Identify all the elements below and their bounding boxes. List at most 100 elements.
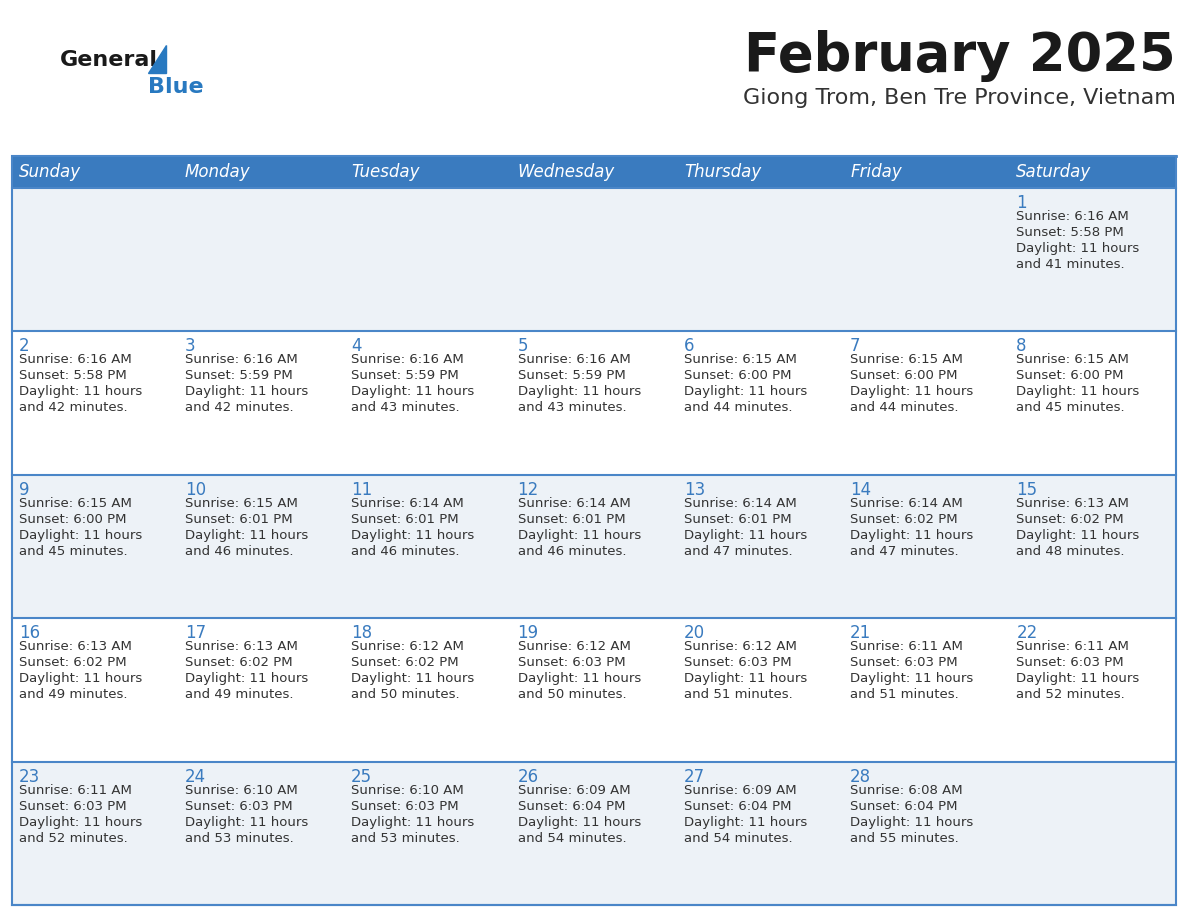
Text: 4: 4 — [352, 338, 361, 355]
Text: 19: 19 — [518, 624, 538, 643]
Text: 16: 16 — [19, 624, 39, 643]
Text: Sunset: 6:00 PM: Sunset: 6:00 PM — [19, 513, 126, 526]
Text: Sunrise: 6:13 AM: Sunrise: 6:13 AM — [1017, 497, 1130, 509]
Text: Sunrise: 6:15 AM: Sunrise: 6:15 AM — [684, 353, 797, 366]
Text: Daylight: 11 hours: Daylight: 11 hours — [851, 672, 973, 685]
Text: Sunset: 6:00 PM: Sunset: 6:00 PM — [851, 369, 958, 383]
Text: Tuesday: Tuesday — [352, 163, 419, 181]
Text: and 54 minutes.: and 54 minutes. — [684, 832, 792, 845]
Text: Sunrise: 6:15 AM: Sunrise: 6:15 AM — [851, 353, 963, 366]
Text: Daylight: 11 hours: Daylight: 11 hours — [518, 672, 640, 685]
Text: and 49 minutes.: and 49 minutes. — [19, 688, 127, 701]
Text: Sunset: 6:00 PM: Sunset: 6:00 PM — [684, 369, 791, 383]
Text: 8: 8 — [1017, 338, 1026, 355]
Text: and 45 minutes.: and 45 minutes. — [19, 544, 127, 558]
Text: Sunset: 5:59 PM: Sunset: 5:59 PM — [185, 369, 292, 383]
Text: Daylight: 11 hours: Daylight: 11 hours — [851, 815, 973, 829]
Text: Sunset: 6:03 PM: Sunset: 6:03 PM — [352, 800, 459, 812]
Text: Sunset: 6:01 PM: Sunset: 6:01 PM — [185, 513, 292, 526]
Text: Sunrise: 6:11 AM: Sunrise: 6:11 AM — [851, 640, 963, 654]
Text: and 53 minutes.: and 53 minutes. — [352, 832, 460, 845]
Text: Sunset: 6:02 PM: Sunset: 6:02 PM — [19, 656, 126, 669]
Text: Sunset: 6:04 PM: Sunset: 6:04 PM — [518, 800, 625, 812]
Text: Sunrise: 6:14 AM: Sunrise: 6:14 AM — [851, 497, 962, 509]
Text: Sunrise: 6:12 AM: Sunrise: 6:12 AM — [352, 640, 465, 654]
Text: Sunrise: 6:14 AM: Sunrise: 6:14 AM — [518, 497, 631, 509]
Text: and 55 minutes.: and 55 minutes. — [851, 832, 959, 845]
Text: Sunset: 6:04 PM: Sunset: 6:04 PM — [851, 800, 958, 812]
Text: 27: 27 — [684, 767, 704, 786]
Text: Sunrise: 6:12 AM: Sunrise: 6:12 AM — [518, 640, 631, 654]
Text: General: General — [61, 50, 158, 70]
Text: Sunset: 6:03 PM: Sunset: 6:03 PM — [684, 656, 791, 669]
Text: 3: 3 — [185, 338, 196, 355]
Text: and 42 minutes.: and 42 minutes. — [19, 401, 127, 414]
Text: and 46 minutes.: and 46 minutes. — [352, 544, 460, 558]
Text: Daylight: 11 hours: Daylight: 11 hours — [352, 529, 474, 542]
Text: Sunrise: 6:14 AM: Sunrise: 6:14 AM — [684, 497, 796, 509]
Text: 10: 10 — [185, 481, 206, 498]
Text: Daylight: 11 hours: Daylight: 11 hours — [19, 386, 141, 398]
Text: Daylight: 11 hours: Daylight: 11 hours — [19, 529, 141, 542]
Text: Sunset: 5:58 PM: Sunset: 5:58 PM — [1017, 226, 1124, 239]
Text: Daylight: 11 hours: Daylight: 11 hours — [185, 672, 308, 685]
Text: Sunrise: 6:13 AM: Sunrise: 6:13 AM — [185, 640, 298, 654]
Text: Sunrise: 6:08 AM: Sunrise: 6:08 AM — [851, 784, 962, 797]
Text: and 52 minutes.: and 52 minutes. — [19, 832, 127, 845]
Text: and 46 minutes.: and 46 minutes. — [518, 544, 626, 558]
Text: Sunset: 6:03 PM: Sunset: 6:03 PM — [1017, 656, 1124, 669]
Text: Thursday: Thursday — [684, 163, 762, 181]
Text: Sunrise: 6:10 AM: Sunrise: 6:10 AM — [185, 784, 298, 797]
Text: Sunrise: 6:15 AM: Sunrise: 6:15 AM — [19, 497, 132, 509]
Text: and 44 minutes.: and 44 minutes. — [851, 401, 959, 414]
Text: Daylight: 11 hours: Daylight: 11 hours — [185, 386, 308, 398]
Text: Sunday: Sunday — [19, 163, 81, 181]
Bar — [12, 475, 1176, 618]
Text: and 43 minutes.: and 43 minutes. — [518, 401, 626, 414]
Text: Sunrise: 6:14 AM: Sunrise: 6:14 AM — [352, 497, 465, 509]
Text: Sunrise: 6:16 AM: Sunrise: 6:16 AM — [185, 353, 298, 366]
Bar — [12, 156, 1176, 905]
Text: 14: 14 — [851, 481, 871, 498]
Text: Sunset: 6:01 PM: Sunset: 6:01 PM — [518, 513, 625, 526]
Text: Daylight: 11 hours: Daylight: 11 hours — [352, 672, 474, 685]
Text: Sunrise: 6:16 AM: Sunrise: 6:16 AM — [1017, 210, 1129, 223]
Text: Sunset: 6:02 PM: Sunset: 6:02 PM — [352, 656, 459, 669]
Text: Giong Trom, Ben Tre Province, Vietnam: Giong Trom, Ben Tre Province, Vietnam — [744, 88, 1176, 108]
Text: 7: 7 — [851, 338, 860, 355]
Text: 6: 6 — [684, 338, 694, 355]
Text: Sunset: 5:59 PM: Sunset: 5:59 PM — [352, 369, 459, 383]
Text: Sunrise: 6:09 AM: Sunrise: 6:09 AM — [518, 784, 630, 797]
Text: Blue: Blue — [148, 77, 203, 97]
Text: 5: 5 — [518, 338, 527, 355]
Text: and 51 minutes.: and 51 minutes. — [851, 688, 959, 701]
Text: Daylight: 11 hours: Daylight: 11 hours — [185, 815, 308, 829]
Text: Daylight: 11 hours: Daylight: 11 hours — [352, 815, 474, 829]
Text: Sunset: 6:01 PM: Sunset: 6:01 PM — [684, 513, 791, 526]
Text: 11: 11 — [352, 481, 373, 498]
Text: Sunrise: 6:11 AM: Sunrise: 6:11 AM — [1017, 640, 1130, 654]
Text: Daylight: 11 hours: Daylight: 11 hours — [352, 386, 474, 398]
Text: Sunrise: 6:16 AM: Sunrise: 6:16 AM — [352, 353, 465, 366]
Text: and 42 minutes.: and 42 minutes. — [185, 401, 293, 414]
Text: 21: 21 — [851, 624, 871, 643]
Text: Sunset: 6:02 PM: Sunset: 6:02 PM — [851, 513, 958, 526]
Text: Sunset: 5:59 PM: Sunset: 5:59 PM — [518, 369, 625, 383]
Bar — [12, 762, 1176, 905]
Text: Sunrise: 6:13 AM: Sunrise: 6:13 AM — [19, 640, 132, 654]
Text: Sunset: 6:02 PM: Sunset: 6:02 PM — [185, 656, 292, 669]
Text: Sunrise: 6:15 AM: Sunrise: 6:15 AM — [1017, 353, 1130, 366]
Text: Sunset: 6:03 PM: Sunset: 6:03 PM — [185, 800, 292, 812]
Text: 13: 13 — [684, 481, 704, 498]
Text: 2: 2 — [19, 338, 30, 355]
Text: and 54 minutes.: and 54 minutes. — [518, 832, 626, 845]
Bar — [12, 156, 1176, 188]
Text: Daylight: 11 hours: Daylight: 11 hours — [1017, 386, 1139, 398]
Text: Sunrise: 6:16 AM: Sunrise: 6:16 AM — [518, 353, 631, 366]
Text: 28: 28 — [851, 767, 871, 786]
Text: Sunset: 6:03 PM: Sunset: 6:03 PM — [19, 800, 126, 812]
Text: Monday: Monday — [185, 163, 251, 181]
Text: Daylight: 11 hours: Daylight: 11 hours — [684, 529, 807, 542]
Text: Daylight: 11 hours: Daylight: 11 hours — [518, 815, 640, 829]
Text: Sunrise: 6:12 AM: Sunrise: 6:12 AM — [684, 640, 797, 654]
